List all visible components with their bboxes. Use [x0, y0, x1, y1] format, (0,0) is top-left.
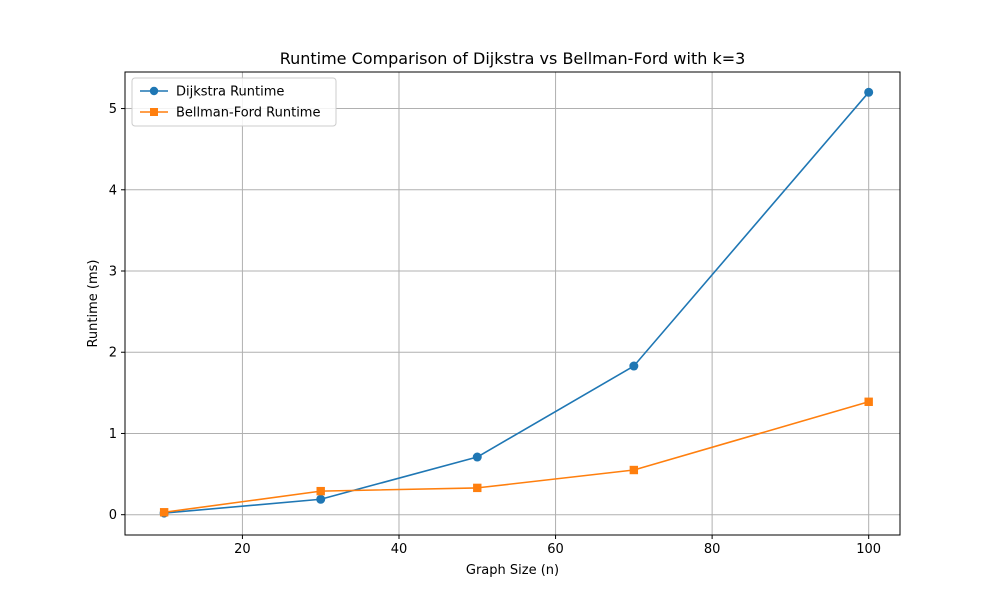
y-tick-label: 2 — [109, 346, 117, 361]
y-tick-label: 5 — [109, 102, 117, 117]
data-point-bellman-ford — [864, 397, 873, 406]
data-point-dijkstra — [472, 452, 482, 462]
legend-marker-bellman-ford — [150, 108, 158, 116]
x-tick-label: 80 — [704, 542, 721, 557]
data-point-dijkstra — [864, 87, 874, 97]
x-tick-label: 20 — [234, 542, 251, 557]
grid — [125, 72, 900, 535]
x-tick-label: 100 — [856, 542, 881, 557]
data-point-bellman-ford — [159, 508, 169, 517]
x-axis: 20 40 60 80 100 — [234, 535, 881, 557]
y-tick-label: 4 — [109, 183, 117, 198]
data-point-bellman-ford — [473, 483, 482, 493]
y-tick-label: 3 — [109, 265, 117, 280]
plot-frame — [124, 71, 901, 536]
data-point-dijkstra — [316, 494, 326, 504]
legend-marker-dijkstra — [149, 86, 159, 96]
chart-title: Runtime Comparison of Dijkstra vs Bellma… — [280, 49, 746, 68]
y-tick-label: 0 — [109, 508, 117, 523]
series-layer — [159, 87, 874, 518]
y-axis: 0 1 2 3 4 5 — [109, 102, 125, 523]
y-tick-label: 1 — [109, 427, 117, 442]
y-axis-label: Runtime (ms) — [86, 259, 101, 347]
data-point-bellman-ford — [629, 465, 639, 475]
data-point-bellman-ford — [316, 486, 325, 496]
legend-box — [131, 77, 337, 127]
legend: Dijkstra Runtime Bellman-Ford Runtime — [131, 77, 337, 127]
data-point-dijkstra — [629, 361, 639, 371]
series-bellman-ford — [159, 397, 873, 517]
x-tick-label: 40 — [391, 542, 408, 557]
x-axis-label: Graph Size (n) — [466, 563, 559, 578]
legend-label-dijkstra: Dijkstra Runtime — [176, 85, 284, 100]
legend-label-bellman-ford: Bellman-Ford Runtime — [176, 106, 320, 121]
x-tick-label: 60 — [547, 542, 564, 557]
